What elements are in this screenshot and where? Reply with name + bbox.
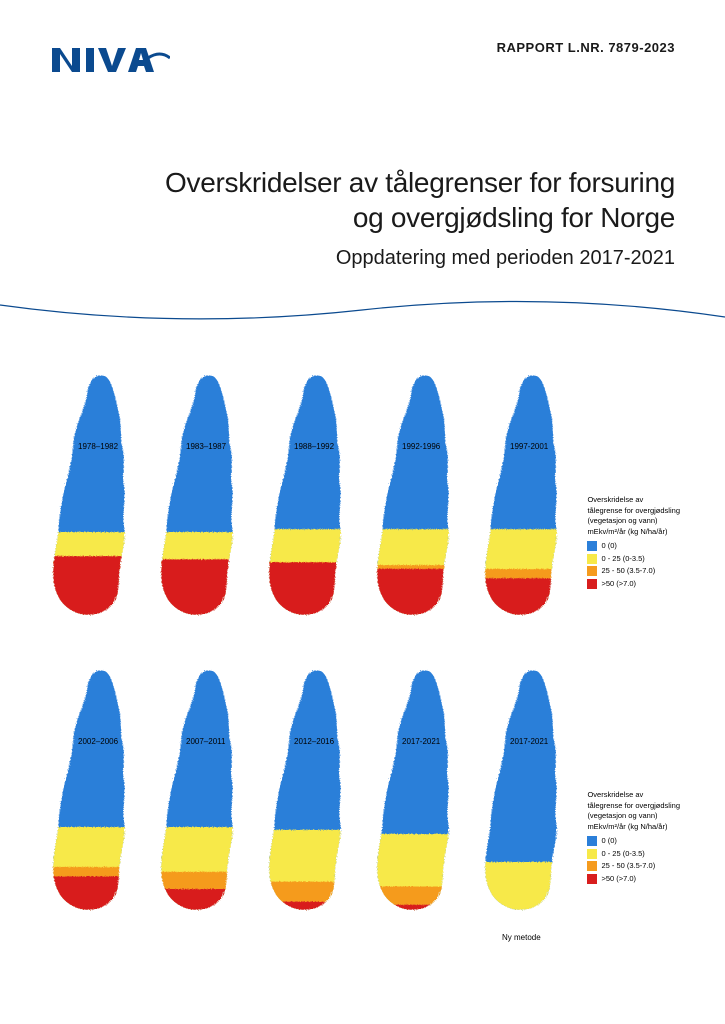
legend-label: 0 - 25 (0-3.5) (601, 554, 644, 565)
title-line-2: og overgjødsling for Norge (353, 202, 675, 233)
niva-logo (50, 40, 170, 85)
map-period-label: 2017-2021 (402, 737, 440, 746)
legend-item: >50 (>7.0) (587, 874, 680, 885)
norway-map: 2012–2016 (256, 665, 364, 930)
legend-swatch (587, 836, 597, 846)
legend-swatch (587, 554, 597, 564)
norway-map: 1983–1987 (148, 370, 256, 635)
norway-map: 2007–2011 (148, 665, 256, 930)
norway-map: 2002–2006 (40, 665, 148, 930)
legend-swatch (587, 874, 597, 884)
page-title: Overskridelser av tålegrenser for forsur… (50, 165, 675, 235)
norway-map: 2017-2021 Ny metode (472, 665, 580, 930)
map-period-label: 2017-2021 (510, 737, 548, 746)
map-period-label: 2007–2011 (186, 737, 225, 746)
legend-label: 25 - 50 (3.5-7.0) (601, 566, 655, 577)
legend-row-1: Overskridelse av tålegrense for overgjød… (587, 495, 680, 589)
map-sublabel: Ny metode (502, 933, 541, 942)
legend-label: 0 - 25 (0-3.5) (601, 849, 644, 860)
legend-label: 0 (0) (601, 541, 616, 552)
map-period-label: 1988–1992 (294, 442, 334, 451)
legend-label: >50 (>7.0) (601, 874, 636, 885)
page-subtitle: Oppdatering med perioden 2017-2021 (50, 247, 675, 270)
legend-item: 0 - 25 (0-3.5) (587, 849, 680, 860)
map-period-label: 2012–2016 (294, 737, 334, 746)
title-line-1: Overskridelser av tålegrenser for forsur… (165, 167, 675, 198)
legend-label: >50 (>7.0) (601, 579, 636, 590)
map-period-label: 1992-1996 (402, 442, 440, 451)
legend-label: 0 (0) (601, 836, 616, 847)
legend-title: Overskridelse av tålegrense for overgjød… (587, 790, 680, 832)
legend-item: >50 (>7.0) (587, 579, 680, 590)
header: RAPPORT L.NR. 7879-2023 (0, 0, 725, 85)
map-period-label: 1983–1987 (186, 442, 226, 451)
norway-map: 2017-2021 (364, 665, 472, 930)
legend-item: 25 - 50 (3.5-7.0) (587, 566, 680, 577)
legend-swatch (587, 861, 597, 871)
legend-swatch (587, 579, 597, 589)
legend-swatch (587, 566, 597, 576)
norway-map: 1978–1982 (40, 370, 148, 635)
norway-map: 1997-2001 (472, 370, 580, 635)
norway-map: 1988–1992 (256, 370, 364, 635)
report-number: RAPPORT L.NR. 7879-2023 (497, 40, 675, 55)
legend-item: 25 - 50 (3.5-7.0) (587, 861, 680, 872)
wave-divider (0, 295, 725, 335)
map-period-label: 2002–2006 (78, 737, 118, 746)
legend-row-2: Overskridelse av tålegrense for overgjød… (587, 790, 680, 884)
legend-item: 0 - 25 (0-3.5) (587, 554, 680, 565)
map-period-label: 1978–1982 (78, 442, 118, 451)
legend-item: 0 (0) (587, 541, 680, 552)
legend-title: Overskridelse av tålegrense for overgjød… (587, 495, 680, 537)
legend-swatch (587, 541, 597, 551)
norway-map: 1992-1996 (364, 370, 472, 635)
map-period-label: 1997-2001 (510, 442, 548, 451)
legend-label: 25 - 50 (3.5-7.0) (601, 861, 655, 872)
title-block: Overskridelser av tålegrenser for forsur… (0, 85, 725, 290)
maps-container: 1978–1982 1983–1987 (0, 340, 725, 930)
legend-swatch (587, 849, 597, 859)
legend-item: 0 (0) (587, 836, 680, 847)
